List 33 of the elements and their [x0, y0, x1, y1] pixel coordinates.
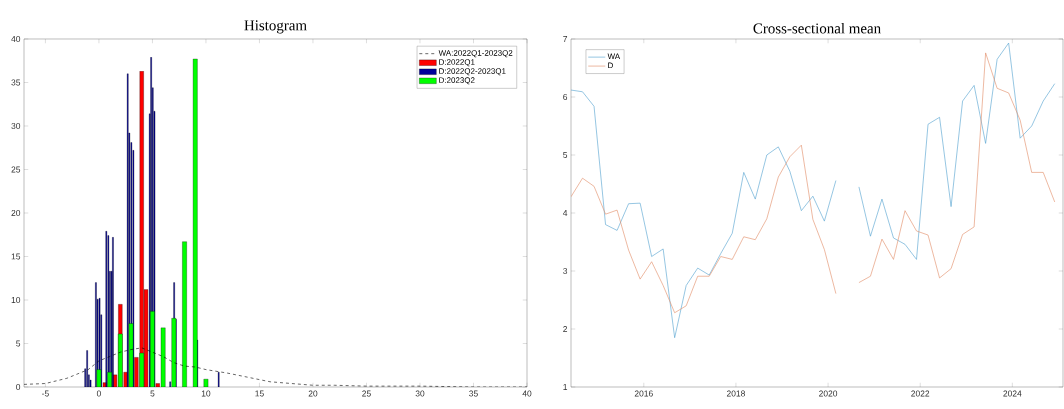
x-tick-label: 2020	[819, 390, 838, 397]
x-tick-label: 40	[522, 390, 532, 397]
y-tick-label: 5	[16, 340, 21, 347]
y-tick-label: 20	[11, 210, 21, 216]
y-tick-label: 35	[11, 79, 21, 86]
x-tick-label: 10	[201, 390, 211, 397]
y-tick-label: 2	[563, 326, 568, 332]
chart-title: Cross-sectional mean	[753, 22, 881, 34]
x-tick-label: 2022	[911, 390, 930, 397]
y-tick-label: 25	[11, 166, 21, 173]
y-tick-label: 1	[563, 384, 568, 390]
x-tick-label: 5	[150, 390, 155, 397]
x-tick-label: 15	[255, 390, 264, 397]
x-tick-label: 25	[362, 390, 371, 397]
y-tick-label: 15	[11, 253, 21, 260]
x-tick-label: 0	[96, 390, 101, 397]
y-tick-label: 3	[563, 268, 568, 274]
chart-title: Histogram	[244, 20, 307, 34]
y-tick-label: 4	[562, 210, 568, 216]
x-tick-label: 2018	[726, 390, 745, 397]
x-tick-label: 2024	[1003, 390, 1022, 397]
y-tick-label: 0	[16, 384, 21, 390]
x-tick-label: -5	[42, 390, 49, 397]
x-tick-label: 30	[415, 390, 425, 397]
y-tick-label: 5	[563, 152, 568, 158]
x-tick-label: 35	[469, 390, 478, 397]
y-tick-label: 6	[563, 94, 568, 100]
x-tick-label: 2016	[634, 390, 653, 397]
x-tick-label: 20	[308, 390, 318, 397]
y-tick-label: 10	[11, 297, 21, 303]
y-tick-label: 40	[11, 36, 21, 42]
y-tick-label: 7	[563, 36, 568, 42]
y-tick-label: 30	[11, 123, 21, 129]
